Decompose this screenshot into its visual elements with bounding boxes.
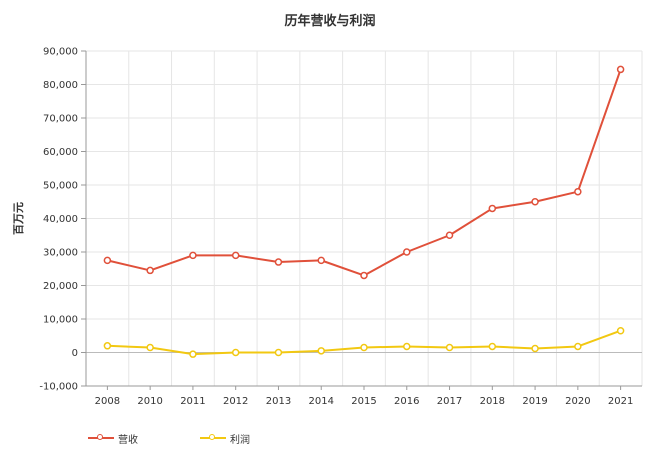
- x-tick-label: 2008: [95, 396, 120, 407]
- chart-title: 历年营收与利润: [284, 14, 376, 29]
- data-point: [360, 271, 368, 280]
- data-point: [146, 343, 154, 352]
- data-point: [531, 198, 539, 206]
- x-tick-label: 2020: [565, 396, 590, 407]
- y-tick-label: 20,000: [43, 281, 78, 292]
- data-point: [189, 350, 197, 358]
- data-point: [317, 256, 325, 265]
- data-point: [403, 342, 411, 351]
- legend-revenue-swatch: [88, 434, 114, 440]
- y-tick-label: -10,000: [39, 382, 78, 393]
- legend-item-revenue[interactable]: 营收: [88, 431, 138, 446]
- x-tick-label: 2011: [180, 396, 205, 407]
- y-tick-label: 70,000: [43, 114, 78, 125]
- y-tick-label: 80,000: [43, 80, 78, 91]
- x-tick-label: 2021: [608, 396, 633, 407]
- x-tick-label: 2010: [137, 396, 162, 407]
- x-tick-label: 2019: [522, 396, 547, 407]
- y-tick-label: 60,000: [43, 147, 78, 158]
- data-point: [616, 65, 625, 74]
- y-tick-label: 30,000: [43, 248, 78, 259]
- x-tick-label: 2017: [437, 396, 462, 407]
- data-point: [103, 342, 112, 350]
- x-tick-label: 2014: [309, 396, 334, 407]
- x-tick-label: 2015: [351, 396, 376, 407]
- y-tick-label: 90,000: [43, 47, 78, 58]
- data-point: [231, 251, 240, 260]
- y-tick-label: 50,000: [43, 181, 78, 192]
- data-point: [146, 266, 154, 275]
- data-point: [403, 248, 411, 256]
- data-point: [274, 258, 283, 266]
- data-point: [616, 326, 625, 335]
- legend-item-profit[interactable]: 利润: [200, 431, 250, 446]
- data-point: [574, 187, 582, 196]
- legend-profit-label: 利润: [230, 434, 250, 446]
- x-tick-label: 2013: [266, 396, 291, 407]
- x-tick-label: 2012: [223, 396, 248, 407]
- y-tick-label: 10,000: [43, 315, 78, 326]
- data-point: [274, 348, 283, 357]
- data-point: [360, 343, 368, 352]
- data-point: [231, 348, 240, 357]
- legend: 营收 利润: [88, 428, 312, 448]
- data-point: [103, 256, 112, 265]
- y-axis-label: 百万元: [12, 202, 25, 235]
- legend-revenue-label: 营收: [118, 434, 138, 446]
- legend-profit-swatch: [200, 434, 226, 440]
- data-point: [488, 342, 497, 351]
- data-point: [317, 347, 325, 355]
- y-tick-label: 40,000: [43, 214, 78, 225]
- series-line-0: [107, 69, 622, 277]
- data-point: [488, 204, 497, 213]
- data-point: [531, 344, 539, 353]
- x-tick-label: 2016: [394, 396, 419, 407]
- data-point: [445, 231, 454, 239]
- y-tick-label: 0: [72, 348, 78, 359]
- data-point: [445, 343, 454, 352]
- data-point: [189, 251, 197, 260]
- data-point: [574, 342, 582, 351]
- x-tick-label: 2018: [480, 396, 505, 407]
